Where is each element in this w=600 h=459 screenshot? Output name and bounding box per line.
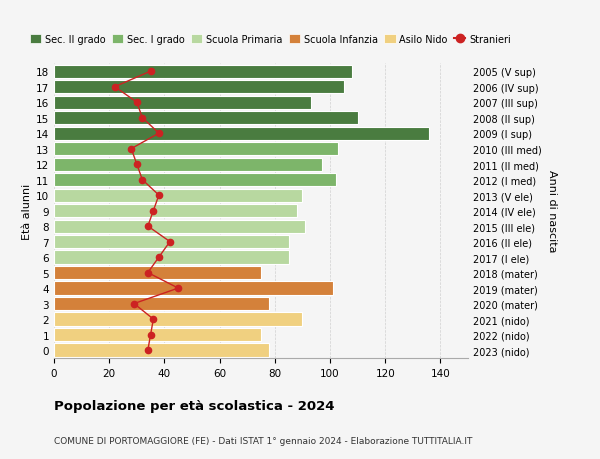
Text: COMUNE DI PORTOMAGGIORE (FE) - Dati ISTAT 1° gennaio 2024 - Elaborazione TUTTITA: COMUNE DI PORTOMAGGIORE (FE) - Dati ISTA…	[54, 436, 472, 445]
Bar	[54, 158, 322, 171]
Bar	[54, 112, 358, 125]
Bar	[54, 220, 305, 233]
Bar	[54, 127, 430, 140]
Bar	[54, 189, 302, 202]
Bar	[54, 282, 333, 295]
Bar	[54, 251, 289, 264]
Legend: Sec. II grado, Sec. I grado, Scuola Primaria, Scuola Infanzia, Asilo Nido, Stran: Sec. II grado, Sec. I grado, Scuola Prim…	[26, 31, 515, 49]
Text: Popolazione per età scolastica - 2024: Popolazione per età scolastica - 2024	[54, 399, 335, 412]
Bar	[54, 266, 261, 280]
Bar	[54, 66, 352, 78]
Bar	[54, 174, 335, 187]
Bar	[54, 205, 297, 218]
Bar	[54, 96, 311, 110]
Bar	[54, 344, 269, 357]
Bar	[54, 313, 302, 326]
Bar	[54, 297, 269, 310]
Bar	[54, 328, 261, 341]
Y-axis label: Età alunni: Età alunni	[22, 183, 32, 239]
Bar	[54, 235, 289, 249]
Bar	[54, 143, 338, 156]
Y-axis label: Anni di nascita: Anni di nascita	[547, 170, 557, 252]
Bar	[54, 81, 344, 94]
